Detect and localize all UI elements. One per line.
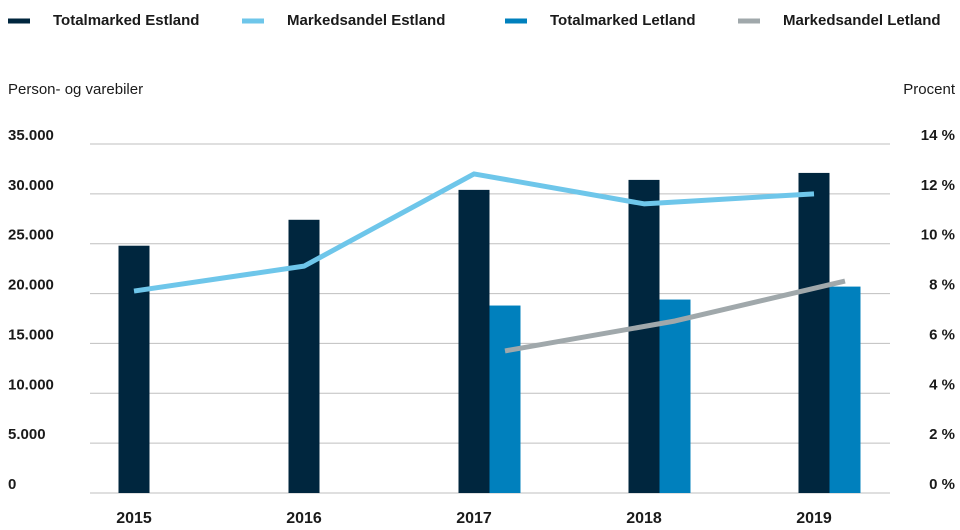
y-axis-title: Person- og varebiler bbox=[8, 81, 143, 98]
y-tick-label: 20.000 bbox=[8, 277, 54, 294]
y-tick-label: 0 bbox=[8, 476, 16, 493]
y-tick-label: 10.000 bbox=[8, 376, 54, 393]
y2-tick-label: 12 % bbox=[921, 177, 955, 194]
legend-label: Totalmarked Letland bbox=[550, 12, 696, 29]
line bbox=[504, 278, 846, 354]
bar bbox=[798, 172, 830, 493]
bar bbox=[628, 179, 660, 493]
legend-label: Markedsandel Estland bbox=[287, 12, 445, 29]
legend-label: Markedsandel Letland bbox=[783, 12, 941, 29]
y-tick-label: 35.000 bbox=[8, 127, 54, 144]
x-tick-label: 2015 bbox=[116, 510, 152, 527]
y2-tick-label: 8 % bbox=[929, 277, 955, 294]
y-tick-label: 5.000 bbox=[8, 426, 46, 443]
y2-tick-label: 0 % bbox=[929, 476, 955, 493]
y2-tick-label: 10 % bbox=[921, 227, 955, 244]
y2-tick-label: 2 % bbox=[929, 426, 955, 443]
bar bbox=[118, 245, 150, 493]
legend-label: Totalmarked Estland bbox=[53, 12, 199, 29]
y2-tick-label: 4 % bbox=[929, 376, 955, 393]
bar bbox=[659, 299, 691, 493]
bar bbox=[829, 286, 861, 493]
y-tick-label: 25.000 bbox=[8, 227, 54, 244]
x-tick-label: 2018 bbox=[626, 510, 662, 527]
bar bbox=[489, 305, 521, 493]
x-tick-label: 2016 bbox=[286, 510, 322, 527]
x-tick-label: 2019 bbox=[796, 510, 832, 527]
line bbox=[133, 171, 815, 294]
y2-axis-title: Procent bbox=[903, 81, 956, 98]
y2-tick-label: 14 % bbox=[921, 127, 955, 144]
y2-tick-label: 6 % bbox=[929, 326, 955, 343]
bar bbox=[458, 189, 490, 493]
y-tick-label: 15.000 bbox=[8, 326, 54, 343]
y-tick-label: 30.000 bbox=[8, 177, 54, 194]
x-tick-label: 2017 bbox=[456, 510, 492, 527]
